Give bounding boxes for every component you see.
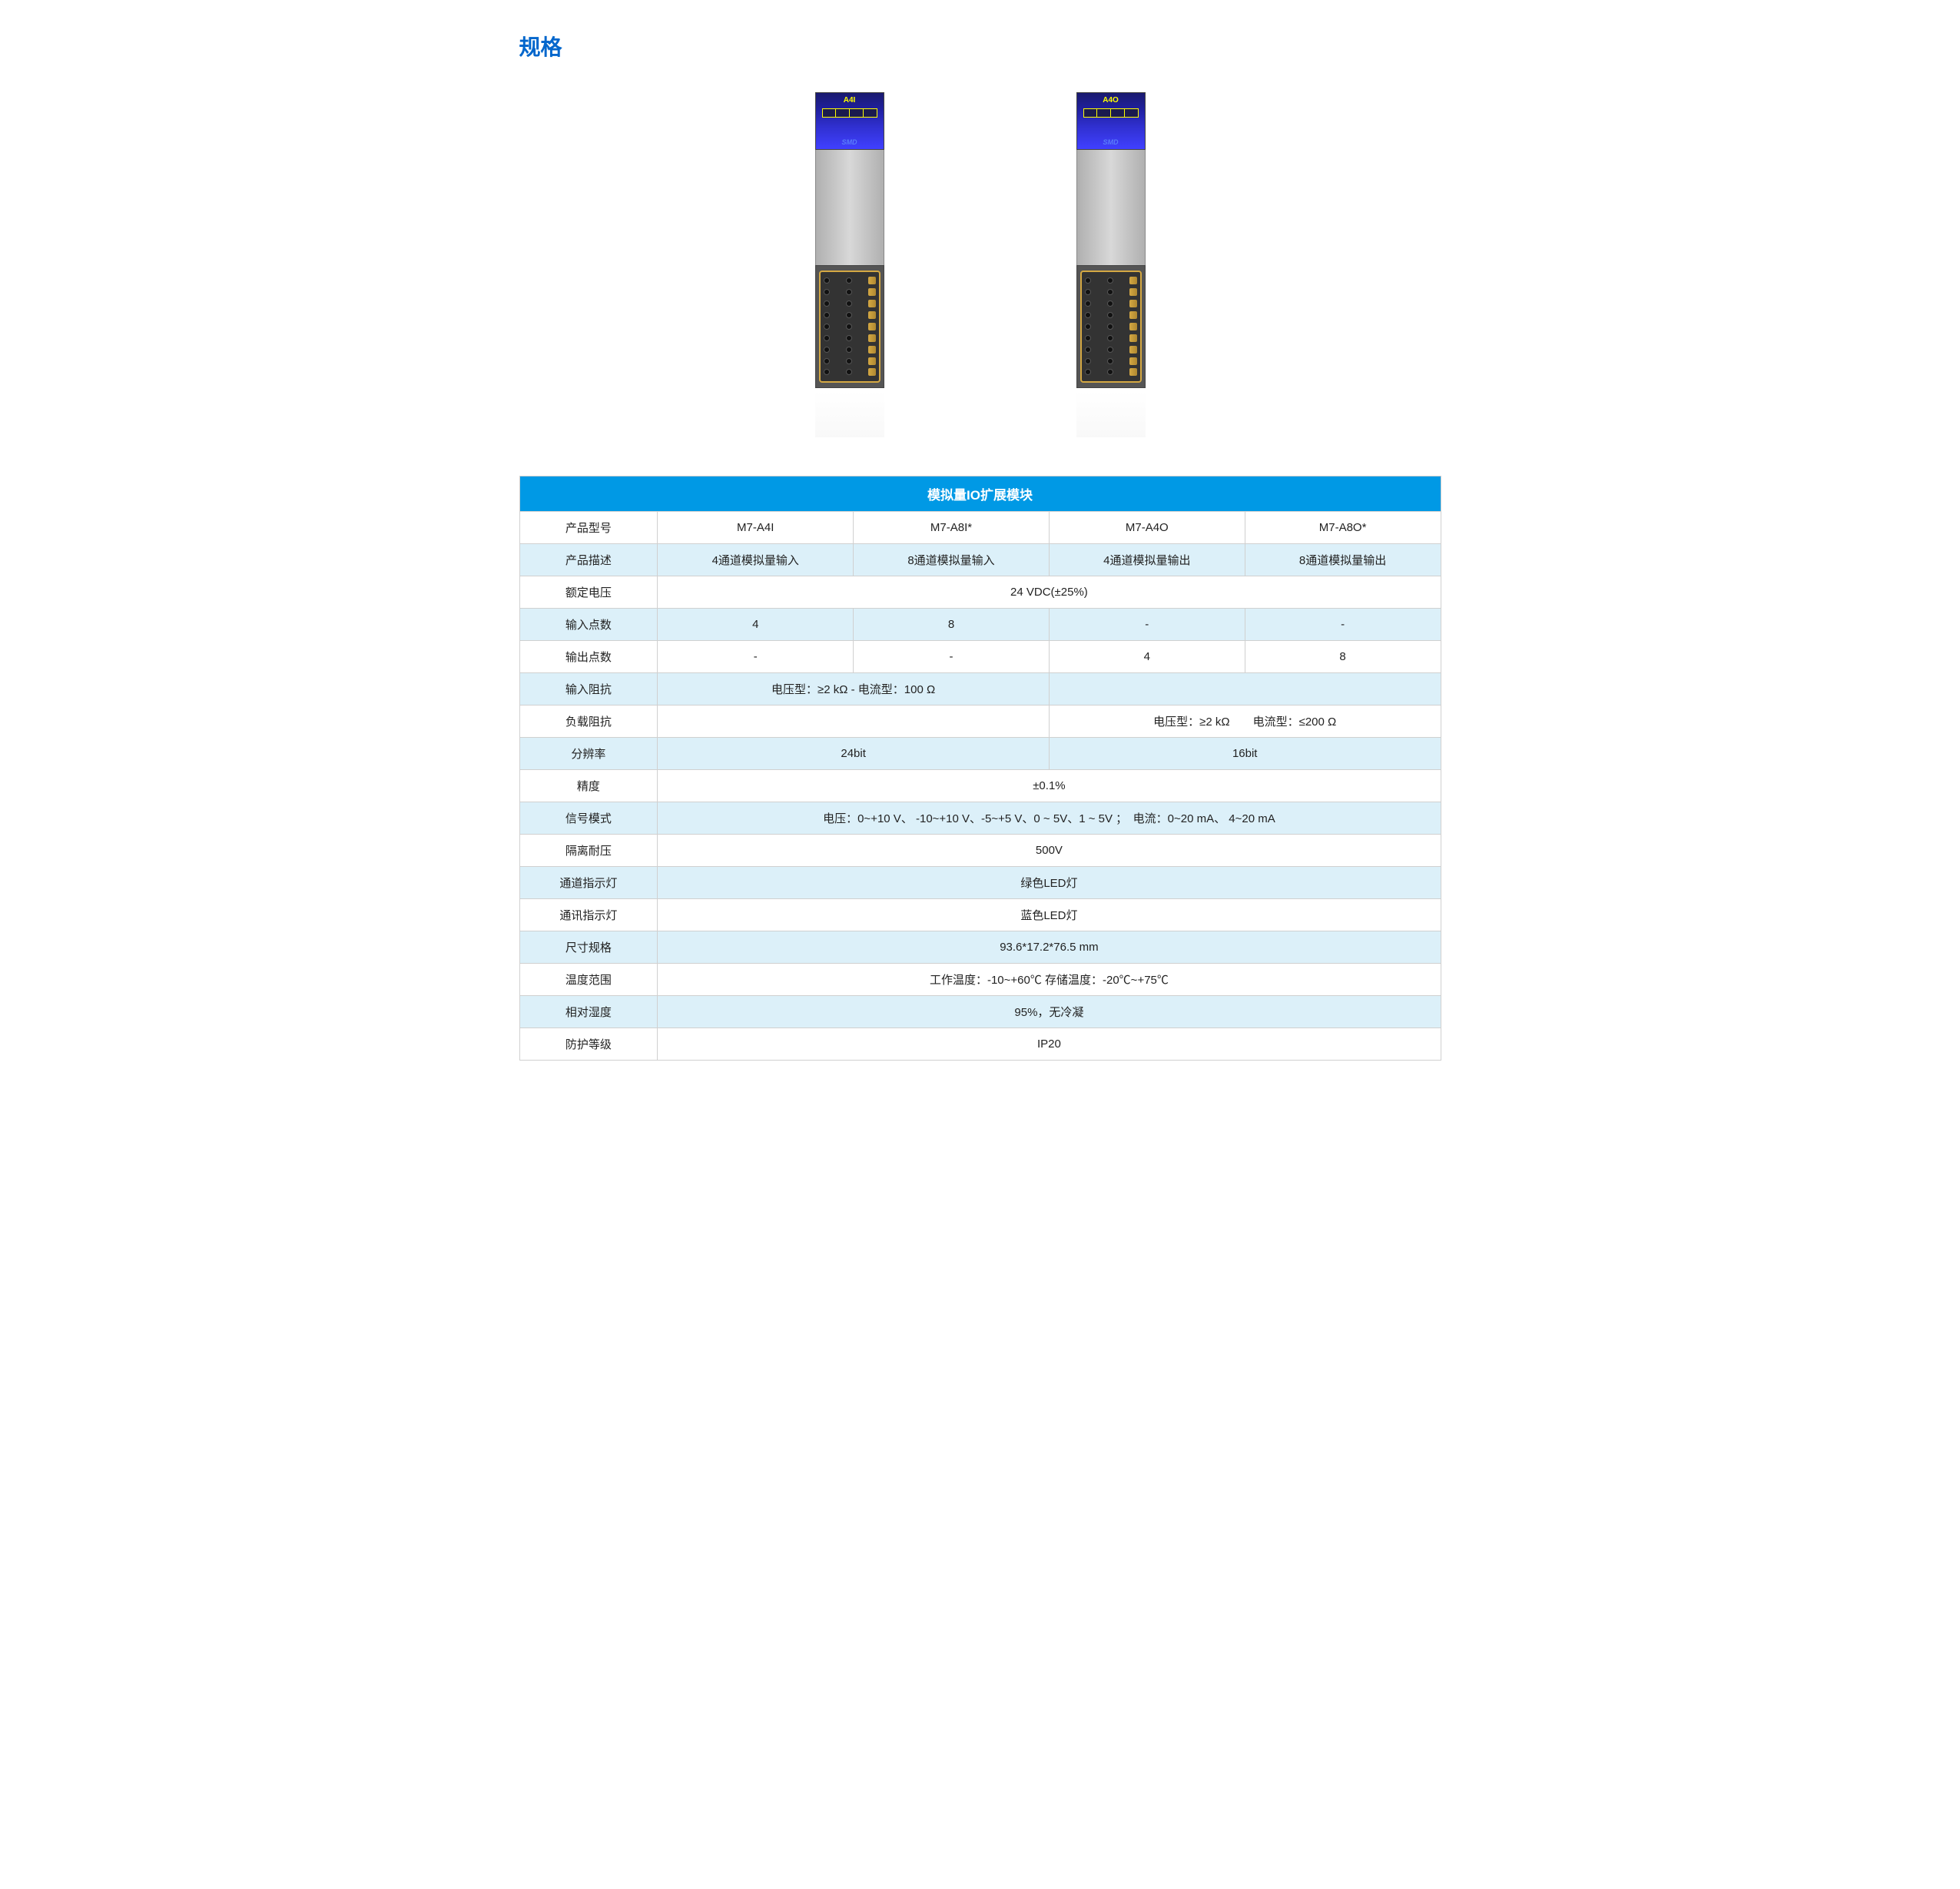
data-cell: 8通道模拟量输出 [1245,544,1441,576]
data-cell: 4 [1049,641,1245,673]
row-label: 隔离耐压 [519,835,658,867]
row-label: 输出点数 [519,641,658,673]
row-label: 额定电压 [519,576,658,609]
data-cell: 电压型：≥2 kΩ 电流型：≤200 Ω [1049,705,1441,738]
table-header: 模拟量IO扩展模块 [519,476,1441,512]
row-label: 产品型号 [519,512,658,544]
data-cell: 蓝色LED灯 [658,899,1441,931]
row-label: 尺寸规格 [519,931,658,964]
data-cell: 8 [1245,641,1441,673]
product-image-left: A4I SMD [815,92,884,437]
module-body-left [815,150,884,265]
row-label: 通讯指示灯 [519,899,658,931]
module-label-right: A4O [1103,96,1119,105]
data-cell: ±0.1% [658,770,1441,802]
data-cell: 电压型：≥2 kΩ - 电流型：100 Ω [658,673,1050,705]
data-cell: 16bit [1049,738,1441,770]
data-cell: 4 [658,609,854,641]
module-label-left: A4I [844,96,856,105]
data-cell: 95%，无冷凝 [658,996,1441,1028]
table-row: 负载阻抗 电压型：≥2 kΩ 电流型：≤200 Ω [519,705,1441,738]
data-cell: 4通道模拟量输出 [1049,544,1245,576]
module-body-right [1076,150,1146,265]
data-cell: M7-A8O* [1245,512,1441,544]
table-row: 隔离耐压500V [519,835,1441,867]
data-cell: 500V [658,835,1441,867]
table-row: 通讯指示灯蓝色LED灯 [519,899,1441,931]
table-row: 温度范围工作温度：-10~+60℃ 存储温度：-20℃~+75℃ [519,964,1441,996]
table-row: 通道指示灯绿色LED灯 [519,867,1441,899]
module-reflection-left [815,391,884,437]
data-cell: 8 [854,609,1050,641]
module-connector-right [1076,265,1146,388]
table-row: 产品型号M7-A4IM7-A8I*M7-A4OM7-A8O* [519,512,1441,544]
module-indicator-bar [1083,108,1139,118]
table-row: 信号模式电压：0~+10 V、 -10~+10 V、-5~+5 V、0 ~ 5V… [519,802,1441,835]
module-brand: SMD [1103,138,1119,146]
module-brand: SMD [842,138,857,146]
row-label: 输入阻抗 [519,673,658,705]
row-label: 通道指示灯 [519,867,658,899]
page-container: 规格 A4I SMD [519,31,1441,1061]
product-image-right: A4O SMD [1076,92,1146,437]
data-cell: M7-A4I [658,512,854,544]
section-title: 规格 [519,31,1441,61]
data-cell: - [1245,609,1441,641]
data-cell: 24 VDC(±25%) [658,576,1441,609]
table-row: 额定电压24 VDC(±25%) [519,576,1441,609]
table-row: 分辨率24bit16bit [519,738,1441,770]
data-cell-empty [1049,673,1441,705]
module-top-left: A4I SMD [815,92,884,150]
spec-table: 模拟量IO扩展模块 产品型号M7-A4IM7-A8I*M7-A4OM7-A8O*… [519,476,1441,1061]
data-cell: - [658,641,854,673]
data-cell: 8通道模拟量输入 [854,544,1050,576]
table-row: 输出点数--48 [519,641,1441,673]
row-label: 产品描述 [519,544,658,576]
table-row: 产品描述4通道模拟量输入8通道模拟量输入4通道模拟量输出8通道模拟量输出 [519,544,1441,576]
table-body: 产品型号M7-A4IM7-A8I*M7-A4OM7-A8O*产品描述4通道模拟量… [519,512,1441,1061]
module-indicator-bar [822,108,877,118]
table-row: 防护等级IP20 [519,1028,1441,1061]
data-cell: 电压：0~+10 V、 -10~+10 V、-5~+5 V、0 ~ 5V、1 ~… [658,802,1441,835]
row-label: 温度范围 [519,964,658,996]
product-images-row: A4I SMD [519,77,1441,453]
data-cell: IP20 [658,1028,1441,1061]
module-top-right: A4O SMD [1076,92,1146,150]
row-label: 输入点数 [519,609,658,641]
data-cell: 绿色LED灯 [658,867,1441,899]
module-connector-left [815,265,884,388]
row-label: 分辨率 [519,738,658,770]
data-cell: M7-A8I* [854,512,1050,544]
table-row: 输入阻抗电压型：≥2 kΩ - 电流型：100 Ω [519,673,1441,705]
data-cell: 93.6*17.2*76.5 mm [658,931,1441,964]
row-label: 精度 [519,770,658,802]
row-label: 防护等级 [519,1028,658,1061]
data-cell: - [1049,609,1245,641]
data-cell: 24bit [658,738,1050,770]
table-row: 相对湿度95%，无冷凝 [519,996,1441,1028]
data-cell: 4通道模拟量输入 [658,544,854,576]
data-cell: 工作温度：-10~+60℃ 存储温度：-20℃~+75℃ [658,964,1441,996]
row-label: 信号模式 [519,802,658,835]
table-row: 精度±0.1% [519,770,1441,802]
data-cell: M7-A4O [1049,512,1245,544]
data-cell: - [854,641,1050,673]
data-cell-empty [658,705,1050,738]
row-label: 负载阻抗 [519,705,658,738]
row-label: 相对湿度 [519,996,658,1028]
module-reflection-right [1076,391,1146,437]
table-row: 尺寸规格93.6*17.2*76.5 mm [519,931,1441,964]
table-row: 输入点数48-- [519,609,1441,641]
